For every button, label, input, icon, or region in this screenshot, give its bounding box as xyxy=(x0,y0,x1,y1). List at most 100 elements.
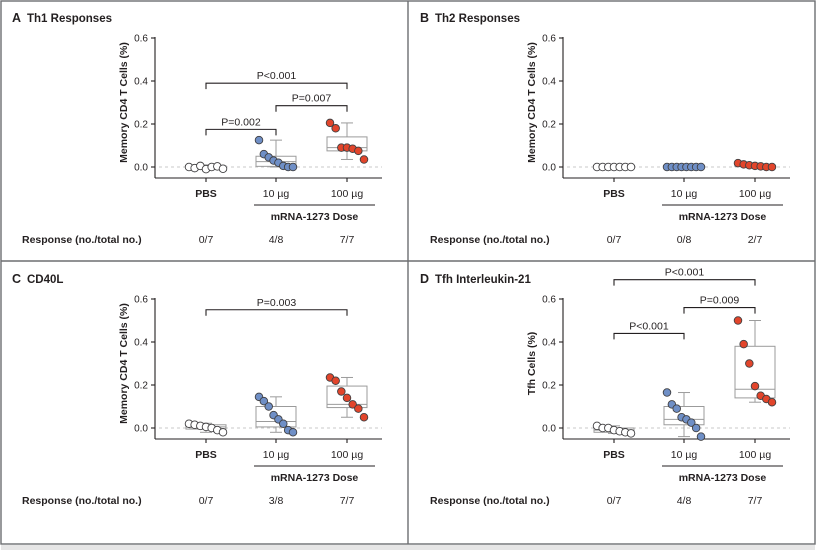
p-value-label: P=0.009 xyxy=(700,295,740,307)
y-tick-label: 0.4 xyxy=(542,77,556,88)
response-value: 2/7 xyxy=(748,234,763,246)
y-tick-label: 0.4 xyxy=(542,338,556,349)
x-tick-label: 10 µg xyxy=(671,188,698,200)
box-100ug xyxy=(326,376,368,418)
x-tick-label: 10 µg xyxy=(671,449,698,461)
x-tick-label: 10 µg xyxy=(263,188,290,200)
x-tick-label: PBS xyxy=(603,449,625,461)
data-point xyxy=(359,155,369,164)
x-tick-label: PBS xyxy=(195,188,217,200)
data-point xyxy=(264,402,273,411)
y-tick-label: 0.6 xyxy=(542,34,556,45)
response-value: 0/7 xyxy=(607,234,622,246)
response-value: 7/7 xyxy=(340,234,355,246)
data-point xyxy=(331,376,340,385)
response-row-label: Response (no./total no.) xyxy=(22,495,142,507)
dose-group-label: mRNA-1273 Dose xyxy=(679,472,767,484)
dose-group-label: mRNA-1273 Dose xyxy=(679,211,767,223)
response-value: 0/7 xyxy=(199,495,214,507)
data-point xyxy=(337,387,346,396)
data-point xyxy=(739,339,748,349)
data-point xyxy=(767,162,777,172)
response-value: 0/8 xyxy=(677,234,692,246)
y-tick-label: 0.4 xyxy=(134,77,148,88)
panel-b: B Th2 Responses Memory CD4 T Cells (%) 0.0 0… xyxy=(420,11,790,246)
data-point xyxy=(331,124,340,133)
comparison-bracket xyxy=(613,332,685,340)
data-point xyxy=(626,429,636,438)
x-tick-label: PBS xyxy=(603,188,625,200)
y-tick-label: 0.6 xyxy=(134,295,148,306)
comparison-bracket xyxy=(613,279,756,286)
p-value-label: P<0.001 xyxy=(629,320,669,332)
panel-c: C CD40L Memory CD4 T Cells (%) 0.0 0.2 0.4 0.6… xyxy=(12,272,382,507)
data-point xyxy=(750,381,760,391)
y-tick-label: 0.2 xyxy=(542,381,556,392)
y-tick-label: 0.2 xyxy=(134,381,148,392)
box-iqr xyxy=(734,345,776,399)
y-tick-label: 0.0 xyxy=(542,424,556,435)
data-point xyxy=(691,423,701,433)
y-tick-label: 0.2 xyxy=(134,120,148,131)
data-point xyxy=(354,146,363,156)
box-10ug xyxy=(255,396,297,433)
data-point xyxy=(279,419,288,428)
panel-title: Tfh Interleukin-21 xyxy=(435,274,531,286)
y-tick-label: 0.6 xyxy=(542,295,556,306)
data-point xyxy=(662,388,672,397)
p-value-label: P<0.001 xyxy=(257,70,297,82)
y-tick-label: 0.0 xyxy=(134,163,148,174)
data-point xyxy=(259,396,269,406)
data-point xyxy=(218,428,228,437)
comparison-bracket xyxy=(275,105,348,112)
response-value: 0/7 xyxy=(199,234,214,246)
data-point xyxy=(354,404,363,413)
response-value: 4/8 xyxy=(677,495,692,507)
bottom-strip xyxy=(1,545,815,550)
response-row-label: Response (no./total no.) xyxy=(430,234,550,246)
p-value-label: P<0.001 xyxy=(665,267,705,279)
panel-letter: C xyxy=(12,272,21,286)
box-iqr xyxy=(255,406,297,428)
box-100ug xyxy=(734,320,776,403)
data-point xyxy=(288,162,298,172)
response-value: 0/7 xyxy=(607,495,622,507)
data-point xyxy=(325,118,335,128)
p-value-label: P=0.002 xyxy=(221,116,261,128)
y-axis-label: Memory CD4 T Cells (%) xyxy=(526,42,538,163)
x-tick-label: PBS xyxy=(195,449,217,461)
data-point xyxy=(767,397,777,407)
data-point xyxy=(672,404,681,413)
box-iqr xyxy=(663,406,705,426)
p-value-label: P=0.007 xyxy=(292,93,332,105)
data-point xyxy=(342,393,352,403)
comparison-bracket xyxy=(205,128,277,136)
response-value: 7/7 xyxy=(340,495,355,507)
panel-letter: B xyxy=(420,11,429,25)
panel-title: Th1 Responses xyxy=(27,13,112,25)
y-tick-label: 0.0 xyxy=(542,163,556,174)
response-value: 7/7 xyxy=(748,495,763,507)
response-value: 3/8 xyxy=(269,495,284,507)
panel-letter: D xyxy=(420,272,429,286)
panel-a: A Th1 Responses Memory CD4 T Cells (%) 0.0 0… xyxy=(12,11,382,246)
y-tick-label: 0.6 xyxy=(134,34,148,45)
data-point xyxy=(359,412,369,422)
panel-d: D Tfh Interleukin-21 Tfh Cells (%) 0.0 0.2 0.… xyxy=(420,267,790,507)
x-tick-label: 10 µg xyxy=(263,449,290,461)
response-row-label: Response (no./total no.) xyxy=(430,495,550,507)
data-point xyxy=(254,135,264,145)
x-tick-label: 100 µg xyxy=(739,188,771,200)
data-point xyxy=(733,316,743,325)
response-value: 4/8 xyxy=(269,234,284,246)
y-axis-label: Memory CD4 T Cells (%) xyxy=(118,42,130,163)
data-point xyxy=(288,428,298,437)
data-point xyxy=(626,162,636,172)
y-tick-label: 0.2 xyxy=(542,120,556,131)
panel-title: CD40L xyxy=(27,274,63,286)
y-axis-label: Memory CD4 T Cells (%) xyxy=(118,303,130,424)
panel-title: Th2 Responses xyxy=(435,13,520,25)
data-point xyxy=(745,359,754,368)
dose-group-label: mRNA-1273 Dose xyxy=(271,472,359,484)
y-tick-label: 0.4 xyxy=(134,338,148,349)
